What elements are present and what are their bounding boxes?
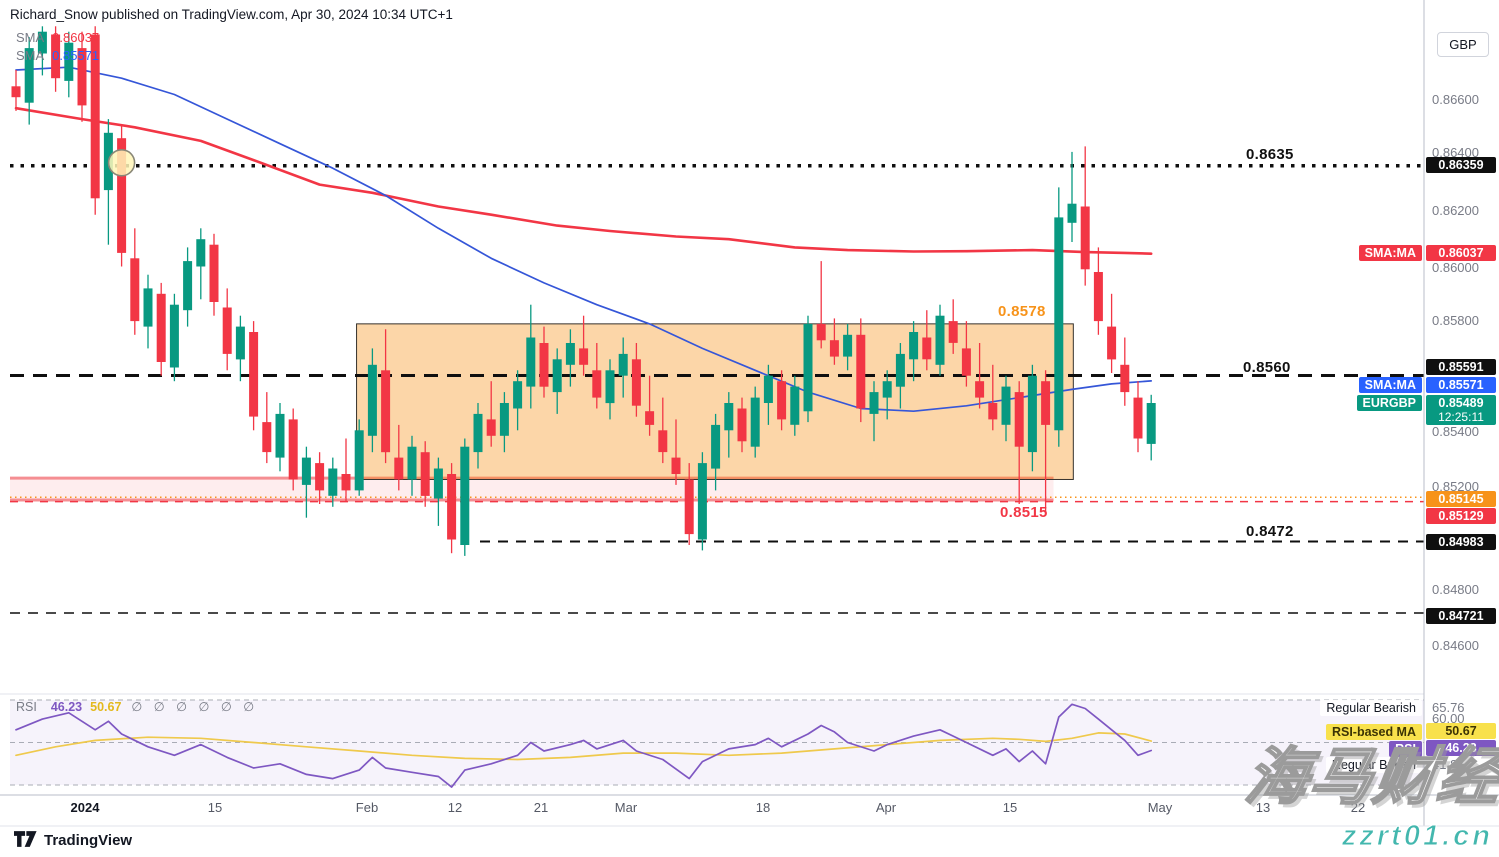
support-zone [10, 478, 1054, 500]
rsi-indicator-label: RSI [16, 700, 37, 714]
rsi-axis-value: 41.87 [1432, 757, 1465, 772]
tradingview-logo-icon [14, 831, 37, 847]
watermark-url: zzrt01.cn [1341, 820, 1493, 853]
rsi-ma-value: 50.67 [90, 700, 122, 714]
sma-legend: SMA 0.86037 SMA 0.85571 [16, 29, 99, 65]
price-axis-badge: 0.85591 [1426, 359, 1496, 375]
time-axis-label: 13 [1255, 800, 1271, 815]
time-axis-label: May [1147, 800, 1173, 815]
price-axis-tick: 0.86400 [1432, 145, 1479, 160]
time-axis-label: 2024 [70, 800, 100, 815]
sma-slow-label: SMA [16, 30, 45, 45]
rsi-axis-value: 50.67 [1426, 723, 1496, 739]
countdown-timer: 12:25:11 [1438, 410, 1484, 424]
price-axis-badge: 0.84721 [1426, 608, 1496, 624]
rsi-axis-value: 60.00 [1432, 711, 1465, 726]
rsi-axis-value: 46.23 [1426, 740, 1496, 756]
time-axis-label: 21 [533, 800, 549, 815]
rsi-ma-line [15, 732, 1153, 761]
sma-slow-line [14, 106, 1153, 255]
time-axis-label: 15 [207, 800, 223, 815]
price-axis-badge: 0.86359 [1426, 157, 1496, 173]
series-name-chip: EURGBP [1356, 395, 1422, 411]
price-axis-tick: 0.84600 [1432, 638, 1479, 653]
price-axis-tick: 0.84800 [1432, 582, 1479, 597]
annotation-support-level: 0.8472 [1246, 523, 1294, 540]
rsi-row-label: RSI [1389, 741, 1422, 757]
sma-legend-row-fast[interactable]: SMA 0.85571 [16, 47, 99, 65]
price-axis-badge: 0.85571 [1426, 377, 1496, 393]
sma-fast-line [15, 66, 1153, 413]
currency-unit-button[interactable]: GBP [1437, 32, 1489, 57]
sma-legend-row-slow[interactable]: SMA 0.86037 [16, 29, 99, 47]
annotation-pivot-level: 0.8560 [1243, 359, 1291, 376]
time-axis-label: 22 [1350, 800, 1366, 815]
price-axis-badge: 0.85129 [1426, 508, 1496, 524]
series-name-chip: SMA:MA [1358, 245, 1422, 261]
price-axis-tick: 0.85200 [1432, 479, 1479, 494]
rsi-value: 46.23 [50, 700, 83, 714]
price-axis-tick: 0.86600 [1432, 92, 1479, 107]
sma-fast-label: SMA [16, 48, 45, 63]
price-axis-tick: 0.86200 [1432, 203, 1479, 218]
publish-caption: Richard_Snow published on TradingView.co… [10, 7, 453, 22]
rsi-row-label: RSI-based MA [1325, 724, 1422, 740]
time-axis-label: Mar [614, 800, 638, 815]
sma-slow-value: 0.86037 [52, 30, 100, 45]
highlight-circle-marker [107, 148, 136, 177]
price-axis-tick: 0.85800 [1432, 313, 1479, 328]
rsi-axis-value: 65.76 [1432, 700, 1465, 715]
rsi-empty-markers-icon: ∅ ∅ ∅ ∅ ∅ ∅ [131, 700, 259, 714]
time-axis-label: 18 [755, 800, 771, 815]
rsi-legend[interactable]: RSI 46.23 50.67 ∅ ∅ ∅ ∅ ∅ ∅ [16, 699, 266, 714]
time-axis-label: 15 [1002, 800, 1018, 815]
time-axis-label: 12 [447, 800, 463, 815]
series-name-chip: SMA:MA [1358, 377, 1422, 393]
price-axis-badge: 0.86037 [1426, 245, 1496, 261]
price-axis-tick: 0.86000 [1432, 260, 1479, 275]
time-axis-label: Feb [355, 800, 379, 815]
rsi-row-label: Regular Bearish [1320, 700, 1422, 716]
annotation-zone-low: 0.8515 [1000, 504, 1048, 521]
annotation-range-top: 0.8578 [998, 303, 1046, 320]
rsi-line [15, 703, 1153, 788]
sma-fast-value: 0.85571 [52, 48, 100, 63]
tradingview-attribution[interactable]: TradingView [14, 831, 132, 850]
annotation-resistance-level: 0.8635 [1246, 146, 1294, 163]
price-axis-badge: 0.85489 12:25:11 [1426, 395, 1496, 425]
tradingview-brand-text: TradingView [44, 832, 133, 849]
price-axis-tick: 0.85400 [1432, 424, 1479, 439]
price-axis-badge: 0.85145 [1426, 491, 1496, 507]
watermark-cn: 海马财经 [1240, 742, 1499, 813]
price-axis-badge: 0.84983 [1426, 534, 1496, 550]
time-axis-label: Apr [875, 800, 897, 815]
range-box [356, 323, 1074, 480]
rsi-row-label: Regular Bullish [1325, 757, 1422, 773]
